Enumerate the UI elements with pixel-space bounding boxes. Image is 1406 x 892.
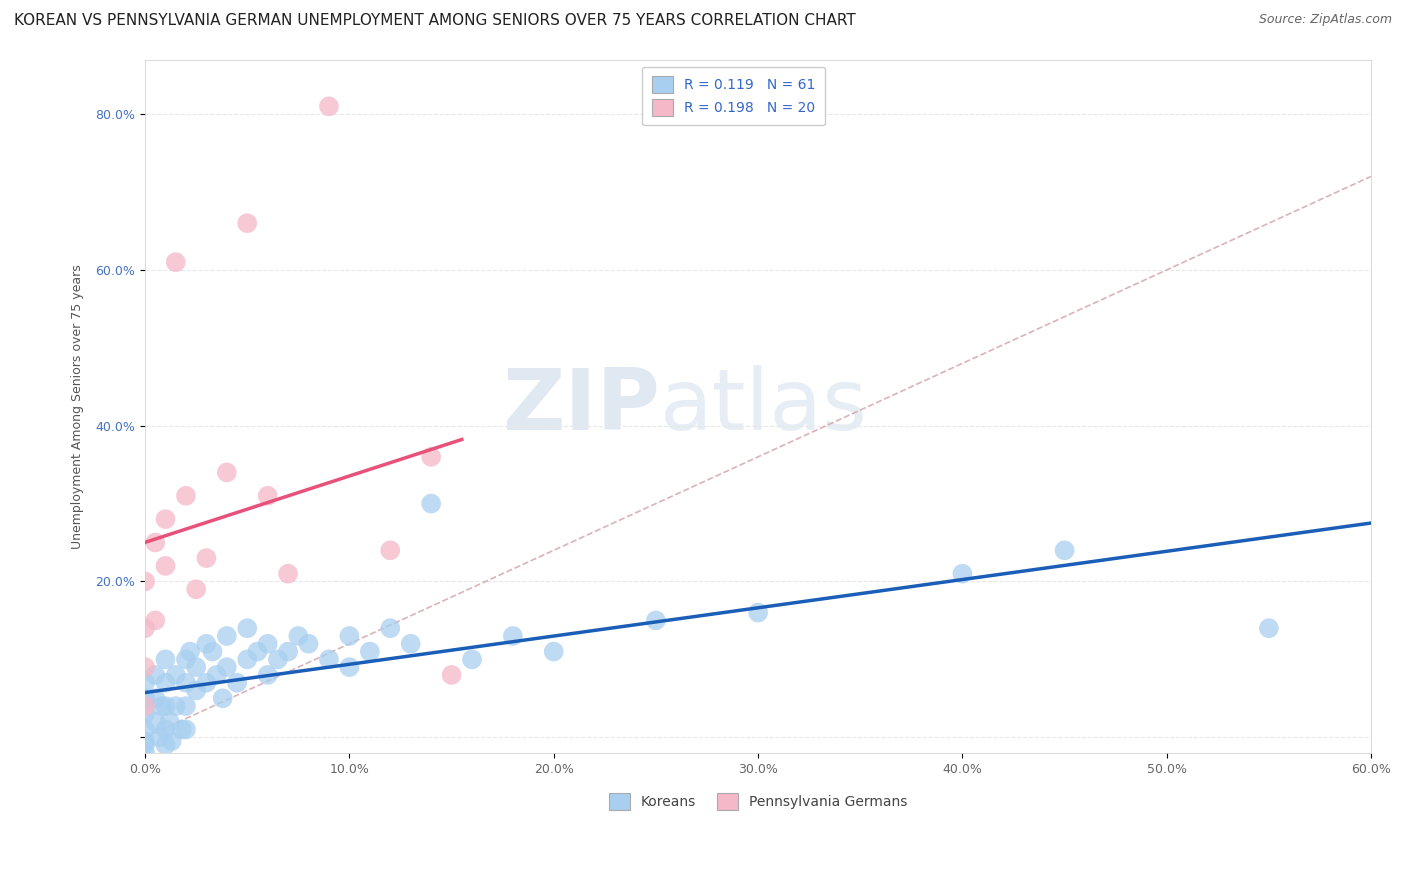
Point bbox=[165, 668, 187, 682]
Point bbox=[420, 450, 443, 464]
Text: atlas: atlas bbox=[659, 365, 868, 448]
Point bbox=[246, 644, 269, 658]
Point bbox=[399, 637, 422, 651]
Point bbox=[215, 629, 238, 643]
Point bbox=[215, 466, 238, 480]
Point bbox=[359, 644, 381, 658]
Point bbox=[195, 675, 218, 690]
Point bbox=[747, 606, 769, 620]
Point bbox=[380, 543, 402, 558]
Point bbox=[502, 629, 524, 643]
Text: ZIP: ZIP bbox=[502, 365, 659, 448]
Point bbox=[174, 699, 197, 714]
Point bbox=[143, 714, 166, 729]
Point bbox=[226, 675, 249, 690]
Point bbox=[134, 738, 156, 752]
Point bbox=[236, 621, 259, 635]
Point bbox=[318, 652, 340, 666]
Point bbox=[134, 706, 156, 721]
Y-axis label: Unemployment Among Seniors over 75 years: Unemployment Among Seniors over 75 years bbox=[72, 264, 84, 549]
Point bbox=[155, 558, 177, 573]
Point bbox=[256, 489, 278, 503]
Point bbox=[134, 723, 156, 737]
Point bbox=[150, 699, 173, 714]
Point bbox=[159, 714, 181, 729]
Point bbox=[1257, 621, 1279, 635]
Point bbox=[174, 652, 197, 666]
Point bbox=[205, 668, 228, 682]
Point bbox=[165, 699, 187, 714]
Point bbox=[318, 99, 340, 113]
Point bbox=[201, 644, 224, 658]
Point bbox=[236, 216, 259, 230]
Point bbox=[461, 652, 484, 666]
Point bbox=[186, 683, 208, 698]
Legend: Koreans, Pennsylvania Germans: Koreans, Pennsylvania Germans bbox=[603, 787, 912, 815]
Point bbox=[277, 566, 299, 581]
Point bbox=[134, 574, 156, 589]
Point bbox=[440, 668, 463, 682]
Point bbox=[186, 660, 208, 674]
Point bbox=[543, 644, 565, 658]
Point bbox=[134, 699, 156, 714]
Point bbox=[174, 723, 197, 737]
Point bbox=[287, 629, 309, 643]
Point bbox=[174, 675, 197, 690]
Point bbox=[134, 734, 156, 748]
Point bbox=[215, 660, 238, 674]
Point bbox=[179, 644, 201, 658]
Text: KOREAN VS PENNSYLVANIA GERMAN UNEMPLOYMENT AMONG SENIORS OVER 75 YEARS CORRELATI: KOREAN VS PENNSYLVANIA GERMAN UNEMPLOYME… bbox=[14, 13, 856, 29]
Point bbox=[143, 535, 166, 549]
Point bbox=[134, 675, 156, 690]
Point bbox=[134, 660, 156, 674]
Text: Source: ZipAtlas.com: Source: ZipAtlas.com bbox=[1258, 13, 1392, 27]
Point bbox=[155, 738, 177, 752]
Point bbox=[134, 621, 156, 635]
Point bbox=[155, 675, 177, 690]
Point bbox=[155, 512, 177, 526]
Point bbox=[195, 637, 218, 651]
Point bbox=[186, 582, 208, 597]
Point bbox=[143, 614, 166, 628]
Point bbox=[256, 668, 278, 682]
Point bbox=[297, 637, 319, 651]
Point bbox=[236, 652, 259, 666]
Point bbox=[170, 723, 193, 737]
Point bbox=[160, 734, 183, 748]
Point bbox=[195, 551, 218, 566]
Point bbox=[165, 255, 187, 269]
Point bbox=[134, 746, 156, 760]
Point bbox=[267, 652, 290, 666]
Point bbox=[143, 668, 166, 682]
Point bbox=[155, 723, 177, 737]
Point bbox=[380, 621, 402, 635]
Point bbox=[148, 731, 170, 745]
Point bbox=[1053, 543, 1076, 558]
Point bbox=[277, 644, 299, 658]
Point bbox=[211, 691, 233, 706]
Point bbox=[174, 489, 197, 503]
Point bbox=[339, 629, 361, 643]
Point bbox=[155, 699, 177, 714]
Point bbox=[950, 566, 973, 581]
Point bbox=[134, 691, 156, 706]
Point bbox=[339, 660, 361, 674]
Point bbox=[420, 497, 443, 511]
Point bbox=[155, 652, 177, 666]
Point bbox=[143, 691, 166, 706]
Point bbox=[256, 637, 278, 651]
Point bbox=[645, 614, 668, 628]
